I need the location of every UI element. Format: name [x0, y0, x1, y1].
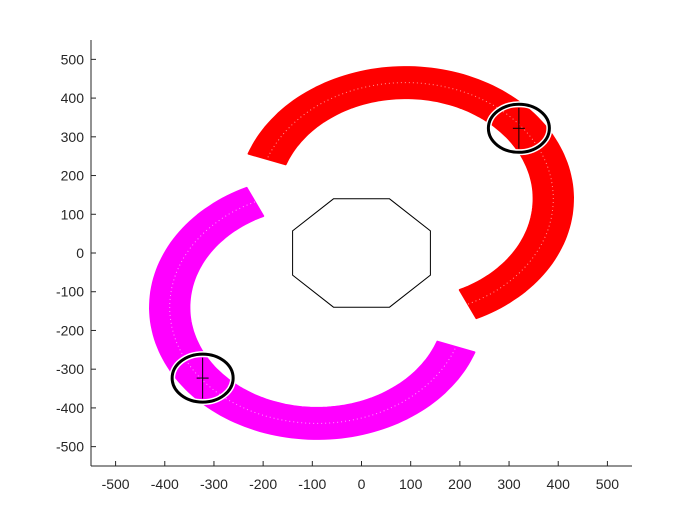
- x-tick-label: 500: [596, 476, 620, 492]
- arc-band-series-0: [247, 66, 574, 320]
- plot-marks: [149, 66, 574, 440]
- y-tick-label: 300: [61, 129, 85, 145]
- y-tick-label: -500: [56, 439, 84, 455]
- x-tick-label: -500: [102, 476, 130, 492]
- y-tick-label: -100: [56, 284, 84, 300]
- y-tick-label: -300: [56, 361, 84, 377]
- x-tick-label: -400: [151, 476, 179, 492]
- arc-band-series-1: [149, 186, 476, 440]
- x-tick-label: 200: [448, 476, 472, 492]
- x-tick-label: -200: [249, 476, 277, 492]
- y-tick-label: 400: [61, 90, 85, 106]
- y-tick-label: 0: [76, 245, 84, 261]
- y-tick-label: -400: [56, 400, 84, 416]
- x-tick-label: 300: [497, 476, 521, 492]
- circle-marker-4: [170, 352, 235, 404]
- y-tick-label: 100: [61, 206, 85, 222]
- axes: -500 -400 -300 -200 -100 0 100 200 300 400 500 -500…: [56, 40, 632, 492]
- y-tick-label: -200: [56, 322, 84, 338]
- circle-marker-3: [486, 102, 551, 154]
- y-tick-label: 500: [61, 51, 85, 67]
- y-tick-label: 200: [61, 168, 85, 184]
- octagon-obstacle: [292, 198, 431, 308]
- x-tick-label: -100: [298, 476, 326, 492]
- x-tick-label: 0: [358, 476, 366, 492]
- x-tick-label: 100: [399, 476, 423, 492]
- x-tick-label: 400: [547, 476, 571, 492]
- x-tick-label: -300: [200, 476, 228, 492]
